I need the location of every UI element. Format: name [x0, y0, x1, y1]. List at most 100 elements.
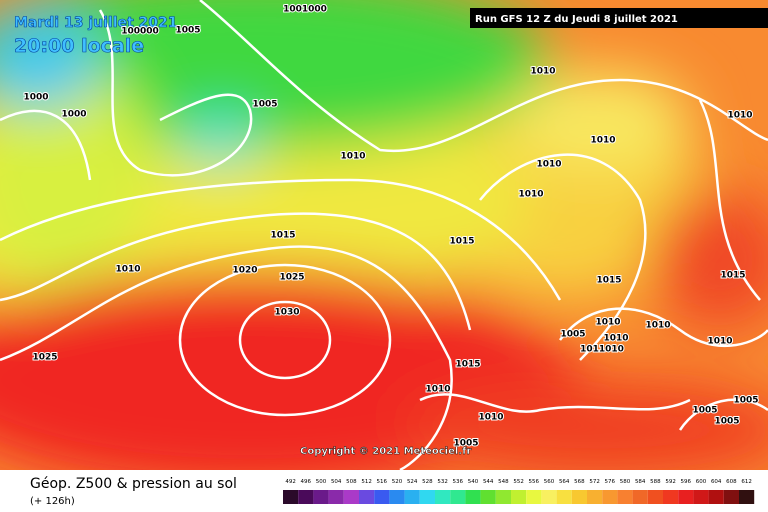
legend-swatch [450, 490, 466, 504]
legend-label: 612 [741, 479, 752, 485]
legend-swatch [359, 490, 375, 504]
isobar-label: 1005 [453, 439, 478, 449]
isobar-label: 1005 [733, 396, 758, 406]
isobar-label: 1030 [274, 308, 299, 318]
legend-label: 556 [529, 479, 540, 485]
isobar-label: 1000 [23, 93, 48, 103]
isobar-label: 1005 [560, 330, 585, 340]
legend-label: 560 [544, 479, 555, 485]
isobar-label: 1010 [603, 334, 628, 344]
legend-label: 584 [635, 479, 646, 485]
legend-swatch [541, 490, 557, 504]
legend-label: 508 [346, 479, 357, 485]
legend-swatch [389, 490, 405, 504]
legend-label: 544 [483, 479, 494, 485]
legend-swatch [526, 490, 542, 504]
isobar-label: 1020 [232, 266, 257, 276]
legend-swatch [617, 490, 633, 504]
legend-label: 604 [711, 479, 722, 485]
legend-label: 548 [498, 479, 509, 485]
isobar-label: 1005 [692, 406, 717, 416]
isobar-label: 1010 [115, 265, 140, 275]
legend-label: 516 [377, 479, 388, 485]
legend-swatch [571, 490, 587, 504]
isobar-label: 1010 [518, 190, 543, 200]
legend-label: 596 [681, 479, 692, 485]
legend-swatch [435, 490, 451, 504]
isobar-label: 1010 [595, 318, 620, 328]
legend-swatch [587, 490, 603, 504]
legend-swatch [723, 490, 739, 504]
isobar-label: 1010 [590, 136, 615, 146]
isobar-label: 1005 [714, 417, 739, 427]
legend-swatch [374, 490, 390, 504]
isobar-label: 1005 [252, 100, 277, 110]
isobars [0, 0, 768, 431]
legend-label: 540 [468, 479, 479, 485]
legend-swatch [298, 490, 314, 504]
legend-label: 600 [696, 479, 707, 485]
legend-label: 524 [407, 479, 418, 485]
legend-label: 552 [513, 479, 524, 485]
isobar-label: 1010 [478, 413, 503, 423]
legend-label: 576 [605, 479, 616, 485]
legend-swatch [328, 490, 344, 504]
legend-swatch [343, 490, 359, 504]
footer-lead: (+ 126h) [30, 496, 75, 507]
date-label: Mardi 13 juillet 2021 [14, 15, 178, 31]
run-label: Run GFS 12 Z du Jeudi 8 juillet 2021 [475, 14, 678, 25]
legend-label: 528 [422, 479, 433, 485]
legend-swatch [602, 490, 618, 504]
isobar-label: 1011010 [580, 345, 624, 355]
isobar-label: 1025 [279, 273, 304, 283]
isobar-label: 1005 [175, 26, 200, 36]
legend-label: 536 [453, 479, 464, 485]
legend-swatch [313, 490, 329, 504]
isobar-label: 1015 [596, 276, 621, 286]
isobar-label: 1015 [720, 271, 745, 281]
legend-swatch [480, 490, 496, 504]
field [0, 0, 768, 490]
isobar-label: 1010 [727, 111, 752, 121]
copyright: Copyright © 2021 Meteociel.fr [300, 446, 471, 457]
legend-label: 532 [437, 479, 448, 485]
legend-label: 592 [665, 479, 676, 485]
isobar-label: 1000 [61, 110, 86, 120]
isobar-label: 1015 [449, 237, 474, 247]
isobar-label: 1010 [530, 67, 555, 77]
legend-label: 520 [392, 479, 403, 485]
legend-swatch [495, 490, 511, 504]
isobar-label: 1010 [707, 337, 732, 347]
legend-swatch [647, 490, 663, 504]
legend-swatch [708, 490, 724, 504]
legend-label: 588 [650, 479, 661, 485]
legend-swatch [556, 490, 572, 504]
legend-label: 500 [316, 479, 327, 485]
isobar-label: 1010 [645, 321, 670, 331]
isobar-label: 1025 [32, 353, 57, 363]
isobar-label: 1015 [455, 360, 480, 370]
isobar-label: 1010 [340, 152, 365, 162]
legend-label: 564 [559, 479, 570, 485]
legend-label: 572 [589, 479, 600, 485]
legend-swatch [739, 490, 755, 504]
legend-swatch [678, 490, 694, 504]
legend-label: 512 [361, 479, 372, 485]
legend-swatch [465, 490, 481, 504]
isobar-label: 1001000 [283, 5, 327, 15]
footer-title: Géop. Z500 & pression au sol [30, 476, 237, 492]
isobar-label: 1015 [270, 231, 295, 241]
legend-swatch [663, 490, 679, 504]
time-label: 20:00 locale [14, 35, 144, 57]
legend-label: 492 [285, 479, 296, 485]
legend-label: 568 [574, 479, 585, 485]
run-box [470, 8, 768, 28]
isobar-label: 1010 [536, 160, 561, 170]
legend-swatch [419, 490, 435, 504]
legend-swatch [283, 490, 299, 504]
legend-label: 504 [331, 479, 342, 485]
legend-label: 608 [726, 479, 737, 485]
legend-label: 580 [620, 479, 631, 485]
